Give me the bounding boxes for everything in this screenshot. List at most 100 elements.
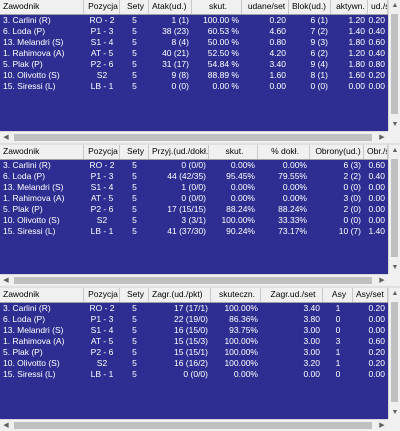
table-row[interactable]: 6. Loda (P) P1 - 3 5 38 (23) 60.53 % 4.60 7 (2…: [0, 26, 388, 37]
col-header-udane-set[interactable]: udane/set: [242, 0, 289, 14]
scroll-thumb[interactable]: [391, 14, 398, 114]
panel-divider: [0, 286, 400, 288]
col-header-zagr[interactable]: Zagr.(ud./pkt): [149, 288, 211, 302]
vertical-scrollbar[interactable]: ▲ ▼: [388, 145, 400, 274]
column-header[interactable]: Zawodnik Pozycja Sety Zagr.(ud./pkt) sku…: [0, 288, 388, 303]
table-row[interactable]: 3. Carlini (R) RO - 2 5 1 (1) 100.00 % 0.20 6 …: [0, 15, 388, 26]
scroll-thumb[interactable]: [391, 302, 398, 402]
cell-zagr: 16 (16/2): [173, 358, 208, 368]
table-row[interactable]: 10. Olivotto (S) S2 5 9 (8) 88.89 % 1.60 8 (1)…: [0, 70, 388, 81]
col-header-pozycja[interactable]: Pozycja: [84, 288, 120, 302]
table-row[interactable]: 5. Plak (P) P2 - 6 5 17 (15/15) 88.24% 88.24%…: [0, 204, 388, 215]
cell-przyj: 0 (0/0): [181, 193, 206, 203]
col-header-aktywn[interactable]: aktywn.: [331, 0, 368, 14]
col-header-sety[interactable]: Sety: [120, 288, 149, 302]
col-header-skuteczn[interactable]: skuteczn.: [211, 288, 261, 302]
cell-atak: 40 (21): [162, 48, 189, 58]
scroll-up-arrow-icon[interactable]: ▲: [391, 290, 399, 297]
cell-ud-set: 0.20: [368, 15, 385, 25]
table-row[interactable]: 3. Carlini (R) RO - 2 5 0 (0/0) 0.00% 0.00% 6 …: [0, 160, 388, 171]
table-row[interactable]: 1. Rahimova (A) AT - 5 5 0 (0/0) 0.00% 0.00% 3…: [0, 193, 388, 204]
col-header-blok[interactable]: Blok(ud.): [289, 0, 331, 14]
horizontal-scrollbar[interactable]: ◀ ▶: [0, 131, 388, 143]
cell-zawodnik: 15. Siressi (L): [3, 369, 56, 379]
col-header-zawodnik[interactable]: Zawodnik: [0, 288, 84, 302]
cell-blok: 0 (0): [310, 81, 328, 91]
scroll-thumb-horizontal[interactable]: [14, 277, 372, 284]
table-row[interactable]: 3. Carlini (R) RO - 2 5 17 (17/1) 100.00% 3.4…: [0, 303, 388, 314]
table-row[interactable]: 1. Rahimova (A) AT - 5 5 40 (21) 52.50 % 4.20…: [0, 48, 388, 59]
vertical-scrollbar[interactable]: ▲ ▼: [388, 0, 400, 131]
table-row[interactable]: 6. Loda (P) P1 - 3 5 22 (19/0) 86.36% 3.80 0 0.…: [0, 314, 388, 325]
cell-udane-set: 4.60: [269, 26, 286, 36]
scroll-up-arrow-icon[interactable]: ▲: [391, 2, 399, 9]
scroll-down-arrow-icon[interactable]: ▼: [391, 409, 399, 416]
scroll-left-arrow-icon[interactable]: ◀: [3, 277, 9, 284]
col-header-pozycja[interactable]: Pozycja: [84, 0, 120, 14]
cell-sety: 5: [132, 182, 137, 192]
col-header-zagr-ud-set[interactable]: Zagr.ud./set: [261, 288, 323, 302]
col-header-przyj[interactable]: Przyj.(ud./dokł.): [149, 145, 209, 159]
col-header-dokl[interactable]: % dokł.: [258, 145, 310, 159]
col-header-pozycja[interactable]: Pozycja: [84, 145, 120, 159]
scroll-right-arrow-icon[interactable]: ▶: [379, 277, 385, 284]
col-header-skut[interactable]: skut.: [192, 0, 242, 14]
table-row[interactable]: 15. Siressi (L) LB - 1 5 41 (37/30) 90.24% 73…: [0, 226, 388, 237]
scroll-up-arrow-icon[interactable]: ▲: [391, 147, 399, 154]
cell-asy-set: 0.00: [368, 325, 385, 335]
col-header-zawodnik[interactable]: Zawodnik: [0, 145, 84, 159]
cell-zawodnik: 15. Siressi (L): [3, 81, 56, 91]
col-header-sety[interactable]: Sety: [120, 145, 149, 159]
scroll-thumb[interactable]: [391, 159, 398, 257]
scroll-down-arrow-icon[interactable]: ▼: [391, 121, 399, 128]
cell-skut: 52.50 %: [207, 48, 239, 58]
cell-przyj: 44 (42/35): [167, 171, 206, 181]
cell-asy: 0: [335, 369, 341, 379]
vertical-scrollbar[interactable]: ▲ ▼: [388, 288, 400, 419]
scroll-right-arrow-icon[interactable]: ▶: [379, 134, 385, 141]
serve-ace-grid[interactable]: Zawodnik Pozycja Sety Zagr.(ud./pkt) sku…: [0, 288, 388, 419]
cell-aktywn: 0.00: [348, 81, 365, 91]
cell-zawodnik: 6. Loda (P): [3, 314, 46, 324]
column-header[interactable]: Zawodnik Pozycja Sety Atak(ud.) skut. ud…: [0, 0, 388, 15]
horizontal-scrollbar[interactable]: ◀ ▶: [0, 274, 388, 286]
scroll-left-arrow-icon[interactable]: ◀: [3, 134, 9, 141]
table-row[interactable]: 1. Rahimova (A) AT - 5 5 15 (15/3) 100.00% 3.…: [0, 336, 388, 347]
cell-obrony: 0 (0): [343, 215, 361, 225]
cell-skuteczn: 86.36%: [229, 314, 258, 324]
col-header-asy-set[interactable]: Asy/set: [353, 288, 388, 302]
table-row[interactable]: 13. Melandri (S) S1 - 4 5 16 (15/0) 93.75% 3.…: [0, 325, 388, 336]
table-row[interactable]: 15. Siressi (L) LB - 1 5 0 (0/0) 0.00% 0.00 0 0…: [0, 369, 388, 380]
col-header-obr-set[interactable]: Obr./set: [364, 145, 388, 159]
scroll-right-arrow-icon[interactable]: ▶: [379, 422, 385, 429]
table-row[interactable]: 5. Plak (P) P2 - 6 5 15 (15/1) 100.00% 3.00 1 0…: [0, 347, 388, 358]
column-header[interactable]: Zawodnik Pozycja Sety Przyj.(ud./dokł.) …: [0, 145, 388, 160]
table-row[interactable]: 10. Olivotto (S) S2 5 16 (16/2) 100.00% 3.20 1…: [0, 358, 388, 369]
cell-pozycja: AT - 5: [90, 336, 114, 346]
cell-skut: 95.45%: [226, 171, 255, 181]
scroll-thumb-horizontal[interactable]: [14, 134, 372, 141]
table-row[interactable]: 10. Olivotto (S) S2 5 3 (3/1) 100.00% 33.33% 0…: [0, 215, 388, 226]
col-header-ud-set[interactable]: ud./set: [368, 0, 388, 14]
table-row[interactable]: 13. Melandri (S) S1 - 4 5 1 (0/0) 0.00% 0.00%…: [0, 182, 388, 193]
table-row[interactable]: 6. Loda (P) P1 - 3 5 44 (42/35) 95.45% 79.55%…: [0, 171, 388, 182]
reception-defense-grid[interactable]: Zawodnik Pozycja Sety Przyj.(ud./dokł.) …: [0, 145, 388, 274]
horizontal-scrollbar[interactable]: ◀ ▶: [0, 419, 388, 431]
col-header-obrony[interactable]: Obrony(ud.): [310, 145, 364, 159]
col-header-skut[interactable]: skut.: [209, 145, 258, 159]
col-header-zawodnik[interactable]: Zawodnik: [0, 0, 84, 14]
attack-block-grid[interactable]: Zawodnik Pozycja Sety Atak(ud.) skut. ud…: [0, 0, 388, 131]
cell-sety: 5: [132, 204, 137, 214]
col-header-atak[interactable]: Atak(ud.): [149, 0, 192, 14]
col-header-asy[interactable]: Asy: [323, 288, 353, 302]
col-header-sety[interactable]: Sety: [120, 0, 149, 14]
table-row[interactable]: 13. Melandri (S) S1 - 4 5 8 (4) 50.00 % 0.80 9…: [0, 37, 388, 48]
cell-udane-set: 4.20: [269, 48, 286, 58]
table-row[interactable]: 5. Plak (P) P2 - 6 5 31 (17) 54.84 % 3.40 9 (4…: [0, 59, 388, 70]
scroll-thumb-horizontal[interactable]: [14, 422, 372, 429]
cell-dokl: 0.00%: [282, 182, 307, 192]
table-row[interactable]: 15. Siressi (L) LB - 1 5 0 (0) 0.00 % 0.00 0 (…: [0, 81, 388, 92]
cell-przyj: 1 (0/0): [181, 182, 206, 192]
scroll-left-arrow-icon[interactable]: ◀: [3, 422, 9, 429]
scroll-down-arrow-icon[interactable]: ▼: [391, 264, 399, 271]
